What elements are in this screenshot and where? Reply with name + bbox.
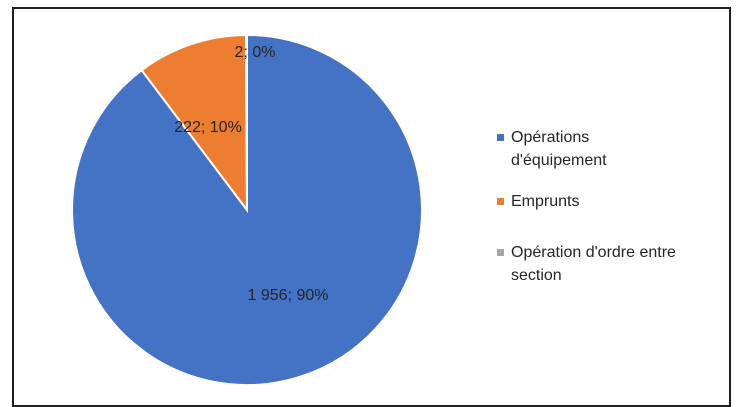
legend-label-emprunts: Emprunts [511,193,580,210]
legend-item-operations-equipement: Opérations d'équipement [497,126,717,172]
pie-slice-operation-ordre [244,33,248,211]
legend-item-operation-ordre: Opération d'ordre entre section [497,241,717,287]
data-label-operations-equipement: 1 956; 90% [247,287,329,304]
data-label-emprunts: 222; 10% [174,119,242,136]
legend-swatch-emprunts [497,198,504,205]
legend-swatch-operations-equipement [497,134,504,141]
data-label-operation-ordre: 2; 0% [234,44,276,61]
legend-item-emprunts: Emprunts [497,190,717,213]
legend-label-operations-equipement: Opérations d'équipement [511,129,607,169]
legend-swatch-operation-ordre [497,249,504,256]
legend-label-operation-ordre: Opération d'ordre entre section [511,244,676,284]
pie-slice-emprunts [140,33,249,214]
legend: Opérations d'équipement Emprunts Opérati… [497,126,717,287]
